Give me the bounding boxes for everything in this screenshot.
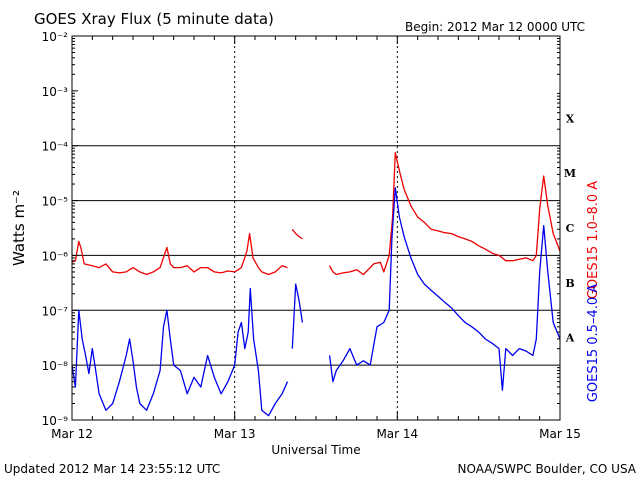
begin-time: Begin: 2012 Mar 12 0000 UTC: [405, 20, 585, 34]
flare-class-label: C: [566, 222, 575, 235]
flare-class-label: A: [565, 332, 575, 345]
series-line-short: [72, 287, 289, 417]
x-axis-ticks: Mar 12 Mar 13 Mar 14 Mar 15: [51, 36, 581, 441]
y-tick-label: 10⁻⁷: [42, 304, 69, 318]
x-tick-label: Mar 12: [51, 427, 93, 441]
series-line-long: [72, 232, 288, 276]
credit: NOAA/SWPC Boulder, CO USA: [458, 462, 637, 476]
series-line-short: [291, 283, 304, 349]
x-tick-label: Mar 13: [214, 427, 256, 441]
flare-class-labels: A B C M X: [564, 112, 576, 344]
x-tick-label: Mar 15: [539, 427, 581, 441]
grid: [72, 36, 560, 420]
y-tick-label: 10⁻⁵: [42, 195, 69, 209]
flare-class-label: B: [565, 277, 574, 290]
legend-series-long: GOES15 1.0–8.0 A: [586, 181, 601, 299]
series-line-long: [329, 151, 560, 276]
chart-title: GOES Xray Flux (5 minute data): [34, 10, 274, 28]
y-tick-label: 10⁻⁴: [42, 140, 69, 154]
series-line-short: [328, 187, 560, 391]
flare-class-label: X: [566, 112, 575, 125]
series-lines: [72, 151, 560, 417]
y-tick-label: 10⁻⁶: [42, 249, 69, 263]
y-tick-label: 10⁻⁸: [42, 359, 69, 373]
series-line-long: [291, 228, 303, 240]
y-tick-label: 10⁻²: [42, 30, 69, 44]
x-tick-label: Mar 14: [376, 427, 418, 441]
flare-class-label: M: [564, 167, 576, 180]
legend-series-short: GOES15 0.5–4.0 A: [586, 284, 601, 402]
y-tick-label: 10⁻⁹: [42, 414, 69, 428]
updated-time: Updated 2012 Mar 14 23:55:12 UTC: [4, 462, 220, 476]
y-axis-label: Watts m⁻²: [10, 190, 28, 266]
x-axis-label: Universal Time: [271, 443, 360, 457]
y-tick-label: 10⁻³: [42, 85, 69, 99]
y-axis-ticks: 10⁻⁹ 10⁻⁸ 10⁻⁷ 10⁻⁶ 10⁻⁵ 10⁻⁴ 10⁻³ 10⁻²: [42, 30, 560, 428]
